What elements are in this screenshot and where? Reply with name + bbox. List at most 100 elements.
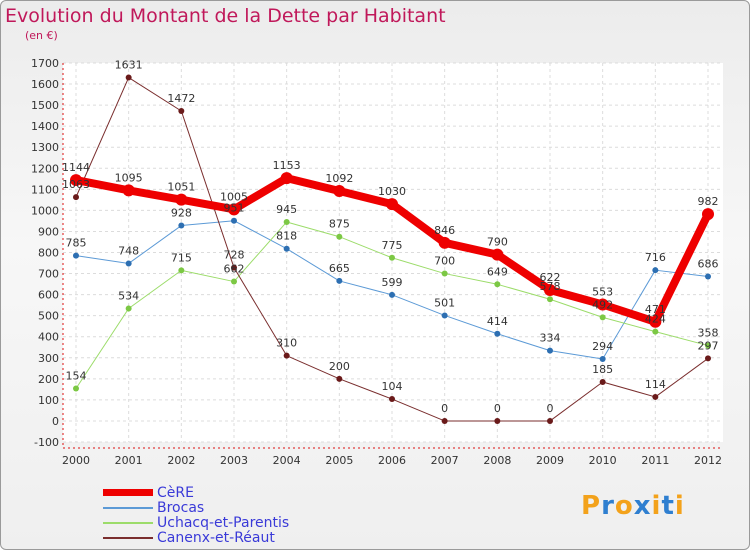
data-label: 1030 — [378, 185, 406, 198]
data-point — [547, 347, 553, 354]
legend-swatch — [103, 521, 153, 524]
y-tick-label: 100 — [38, 394, 59, 407]
data-point — [491, 248, 504, 261]
data-label: 700 — [434, 255, 455, 268]
x-tick-label: 2002 — [167, 454, 195, 467]
y-tick-label: 1500 — [31, 99, 59, 112]
data-point — [544, 283, 556, 296]
data-point — [547, 417, 553, 424]
data-point — [175, 193, 188, 206]
y-tick-label: 1300 — [31, 141, 59, 154]
data-point — [283, 218, 290, 225]
y-tick-label: 500 — [38, 310, 59, 323]
data-point — [705, 273, 711, 280]
y-tick-label: 1400 — [31, 120, 59, 133]
data-label: 728 — [224, 249, 245, 262]
chart-unit-label: (en €) — [25, 29, 58, 42]
chart-title: Evolution du Montant de la Dette par Hab… — [5, 5, 446, 27]
data-label: 553 — [592, 286, 613, 299]
legend-label: Uchacq-et-Parentis — [157, 514, 290, 531]
data-point — [441, 312, 448, 319]
x-tick-label: 2006 — [378, 454, 406, 467]
data-label: 1144 — [62, 161, 90, 174]
logo-letter: i — [674, 491, 685, 521]
y-tick-label: 1700 — [31, 57, 59, 70]
data-point — [125, 260, 132, 267]
data-point — [336, 375, 343, 382]
data-point — [386, 198, 398, 211]
data-label: 414 — [487, 315, 508, 328]
data-point — [178, 222, 185, 229]
data-label: 1051 — [167, 181, 195, 194]
data-point — [228, 203, 240, 216]
data-label: 534 — [118, 290, 139, 303]
legend-label: CèRE — [157, 484, 194, 501]
data-label: 662 — [224, 263, 245, 276]
data-point — [231, 264, 237, 271]
data-point — [73, 252, 79, 259]
logo-letter: o — [614, 491, 634, 521]
x-tick-label: 2011 — [641, 454, 669, 467]
data-point — [652, 267, 659, 274]
legend-item: Uchacq-et-Parentis — [103, 514, 290, 531]
data-point — [73, 194, 79, 201]
data-label: 310 — [276, 337, 297, 350]
data-point — [231, 278, 237, 285]
data-label: 1095 — [115, 171, 143, 184]
data-label: 0 — [441, 402, 448, 415]
data-label: 358 — [698, 327, 719, 340]
proxiti-logo: Proxiti — [581, 491, 685, 521]
data-point — [336, 233, 343, 240]
data-point — [178, 267, 185, 274]
data-point — [280, 172, 293, 185]
data-point — [70, 174, 82, 187]
data-label: 104 — [382, 380, 403, 393]
data-label: 1153 — [273, 159, 301, 172]
logo-letter: i — [651, 491, 662, 521]
y-tick-label: 700 — [38, 268, 59, 281]
data-label: 1063 — [62, 178, 90, 191]
data-label: 471 — [645, 303, 666, 316]
data-label: 501 — [434, 296, 455, 309]
x-tick-label: 2000 — [62, 454, 90, 467]
data-point — [599, 314, 606, 321]
logo-letter: x — [633, 491, 652, 521]
data-point — [73, 385, 79, 392]
legend-item: Canenx-et-Réaut — [103, 529, 275, 546]
data-label: 114 — [645, 378, 666, 391]
data-label: 1092 — [325, 172, 353, 185]
data-label: 649 — [487, 265, 508, 278]
y-tick-label: 600 — [38, 289, 59, 302]
data-label: 492 — [592, 298, 613, 311]
data-label: 928 — [171, 207, 192, 220]
data-label: 665 — [329, 262, 350, 275]
x-tick-label: 2003 — [220, 454, 248, 467]
legend-item: Brocas — [103, 500, 204, 516]
data-point — [125, 305, 132, 312]
data-label: 1005 — [220, 190, 248, 203]
x-tick-label: 2010 — [589, 454, 617, 467]
data-point — [283, 245, 290, 252]
data-label: 200 — [329, 360, 350, 373]
data-label: 775 — [382, 239, 403, 252]
x-tick-label: 2004 — [273, 454, 301, 467]
x-tick-label: 2001 — [115, 454, 143, 467]
y-tick-label: 400 — [38, 331, 59, 344]
y-tick-label: 800 — [38, 247, 59, 260]
logo-letter: r — [601, 491, 615, 521]
data-point — [122, 184, 135, 197]
data-point — [705, 342, 711, 349]
data-point — [389, 291, 395, 298]
data-label: 0 — [494, 402, 501, 415]
logo-letter: P — [581, 491, 602, 521]
data-label: 748 — [118, 244, 139, 257]
x-tick-label: 2008 — [483, 454, 511, 467]
legend-label: Canenx-et-Réaut — [157, 529, 275, 546]
data-label: 945 — [276, 203, 297, 216]
data-point — [547, 296, 553, 303]
data-label: 716 — [645, 251, 666, 264]
data-point — [494, 330, 501, 337]
data-point — [599, 378, 606, 385]
